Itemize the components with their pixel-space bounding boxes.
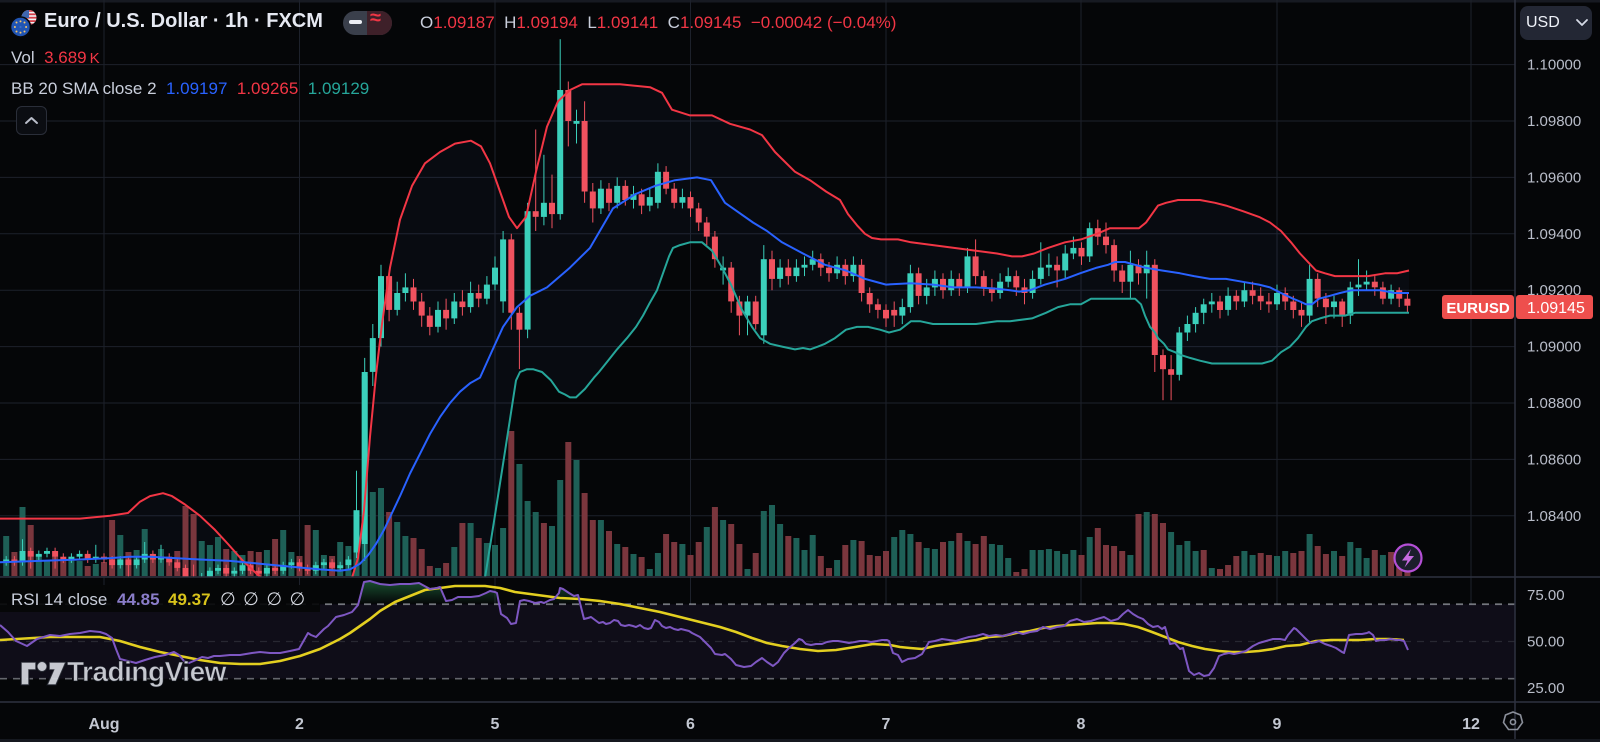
svg-text:1.10000: 1.10000 [1527,57,1581,74]
svg-text:1.09400: 1.09400 [1527,226,1581,243]
svg-text:Aug: Aug [88,716,119,733]
svg-text:6: 6 [686,716,695,733]
svg-text:1.08400: 1.08400 [1527,508,1581,525]
svg-text:5: 5 [491,716,500,733]
svg-text:1.09200: 1.09200 [1527,282,1581,299]
svg-text:7: 7 [882,716,891,733]
svg-text:25.00: 25.00 [1527,680,1565,697]
svg-text:1.09800: 1.09800 [1527,113,1581,130]
svg-text:1.08600: 1.08600 [1527,451,1581,468]
svg-text:75.00: 75.00 [1527,587,1565,604]
svg-text:1.09600: 1.09600 [1527,169,1581,186]
svg-text:TradingView: TradingView [67,656,227,687]
svg-text:2: 2 [295,716,304,733]
svg-text:50.00: 50.00 [1527,634,1565,651]
svg-text:12: 12 [1462,716,1480,733]
svg-text:EURUSD: EURUSD [1446,300,1510,317]
svg-text:1.09000: 1.09000 [1527,339,1581,356]
svg-text:1.08800: 1.08800 [1527,395,1581,412]
svg-text:1.09145: 1.09145 [1527,300,1585,317]
svg-text:9: 9 [1273,716,1282,733]
svg-text:8: 8 [1077,716,1086,733]
